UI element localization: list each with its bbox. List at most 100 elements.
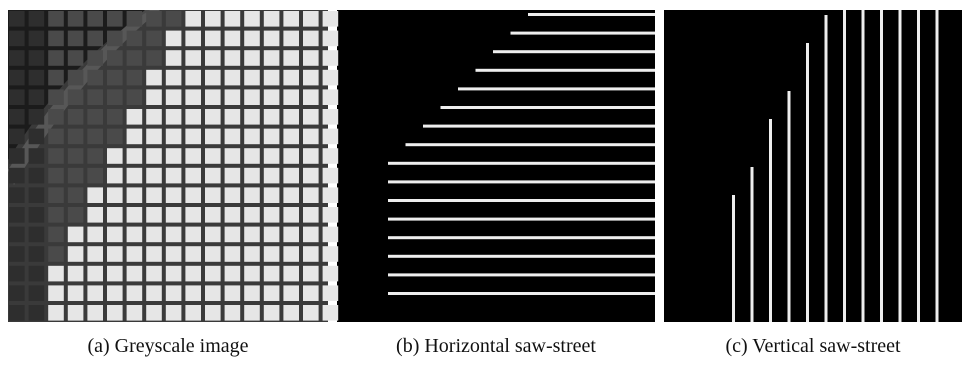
die [323, 31, 339, 47]
die [225, 227, 241, 243]
die [9, 129, 25, 145]
die [146, 148, 162, 164]
die [225, 207, 241, 223]
die [146, 168, 162, 184]
die [264, 266, 280, 282]
die [225, 168, 241, 184]
die [68, 207, 84, 223]
die [68, 11, 84, 27]
die [225, 109, 241, 125]
die [166, 109, 182, 125]
caption: (c) Vertical saw-street [725, 335, 901, 357]
die [166, 89, 182, 105]
saw-line [458, 87, 655, 90]
die [283, 207, 299, 223]
die [48, 168, 64, 184]
die [127, 187, 143, 203]
die [205, 207, 221, 223]
die [127, 11, 143, 27]
die [303, 70, 319, 86]
die [127, 285, 143, 301]
die [87, 109, 103, 125]
die [107, 89, 123, 105]
die [166, 31, 182, 47]
figure: (a) Greyscale image (b) Horizontal saw-s… [0, 0, 970, 367]
saw-line [788, 91, 791, 322]
die [68, 246, 84, 262]
die [303, 207, 319, 223]
saw-line [423, 125, 655, 128]
die [107, 168, 123, 184]
die [166, 148, 182, 164]
die [48, 266, 64, 282]
die [185, 109, 201, 125]
die [127, 207, 143, 223]
caption: (a) Greyscale image [87, 335, 248, 357]
die [87, 266, 103, 282]
saw-line [388, 236, 655, 239]
die [166, 129, 182, 145]
die [185, 168, 201, 184]
die [107, 207, 123, 223]
die [146, 70, 162, 86]
die [146, 50, 162, 66]
die [283, 266, 299, 282]
die [87, 11, 103, 27]
die [264, 89, 280, 105]
die [107, 266, 123, 282]
die [48, 227, 64, 243]
die [205, 50, 221, 66]
die [323, 187, 339, 203]
die [9, 168, 25, 184]
die [205, 227, 221, 243]
die [146, 31, 162, 47]
die [29, 168, 45, 184]
die [166, 50, 182, 66]
die [87, 227, 103, 243]
die [146, 187, 162, 203]
saw-line [843, 10, 846, 322]
die [48, 109, 64, 125]
die [107, 148, 123, 164]
die [225, 50, 241, 66]
die [283, 11, 299, 27]
die [146, 11, 162, 27]
die [68, 187, 84, 203]
die [283, 89, 299, 105]
die [205, 246, 221, 262]
die [29, 266, 45, 282]
saw-line [806, 43, 809, 322]
die [166, 305, 182, 321]
die [303, 50, 319, 66]
die [166, 168, 182, 184]
die [264, 168, 280, 184]
die [303, 227, 319, 243]
die [29, 109, 45, 125]
die [68, 285, 84, 301]
die [244, 285, 260, 301]
die [166, 187, 182, 203]
die [185, 148, 201, 164]
die [244, 89, 260, 105]
die [323, 11, 339, 27]
die [185, 187, 201, 203]
die [29, 246, 45, 262]
die [87, 129, 103, 145]
saw-line [769, 119, 772, 322]
die [303, 129, 319, 145]
die [264, 109, 280, 125]
die [146, 89, 162, 105]
die [205, 129, 221, 145]
die [225, 129, 241, 145]
die [185, 50, 201, 66]
die [48, 285, 64, 301]
die [244, 31, 260, 47]
die [127, 246, 143, 262]
die [283, 168, 299, 184]
die [283, 31, 299, 47]
die [146, 266, 162, 282]
die [323, 266, 339, 282]
die [87, 246, 103, 262]
die [205, 11, 221, 27]
die [29, 207, 45, 223]
